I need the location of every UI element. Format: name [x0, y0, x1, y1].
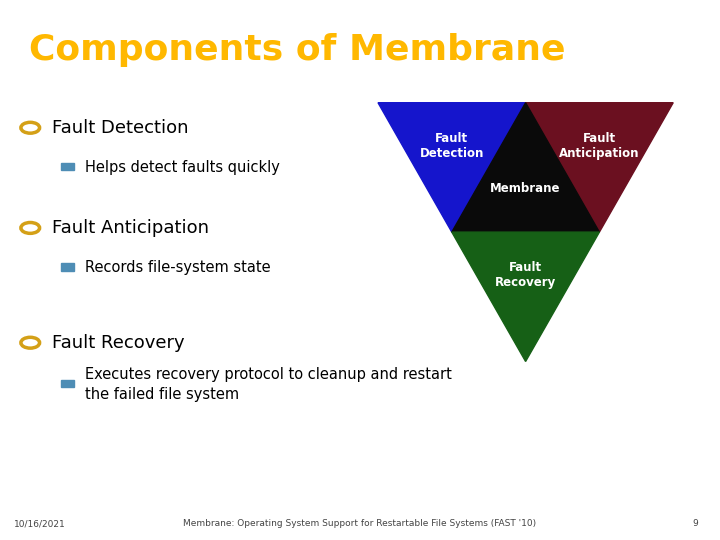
Text: 9: 9	[693, 519, 698, 528]
FancyBboxPatch shape	[61, 380, 74, 387]
Text: Fault
Detection: Fault Detection	[420, 132, 484, 160]
Text: Fault
Recovery: Fault Recovery	[495, 261, 557, 289]
Text: Helps detect faults quickly: Helps detect faults quickly	[85, 160, 280, 175]
FancyBboxPatch shape	[61, 263, 74, 271]
Text: 10/16/2021: 10/16/2021	[14, 519, 66, 528]
Text: Fault Recovery: Fault Recovery	[52, 334, 184, 352]
Polygon shape	[378, 103, 526, 232]
Text: Executes recovery protocol to cleanup and restart
the failed file system: Executes recovery protocol to cleanup an…	[85, 367, 452, 402]
Text: Fault Anticipation: Fault Anticipation	[52, 219, 209, 237]
Text: Membrane: Operating System Support for Restartable File Systems (FAST '10): Membrane: Operating System Support for R…	[184, 519, 536, 528]
Polygon shape	[526, 103, 673, 232]
Polygon shape	[452, 232, 599, 361]
Text: Fault
Anticipation: Fault Anticipation	[559, 132, 639, 160]
Text: Components of Membrane: Components of Membrane	[29, 32, 565, 66]
Text: Fault Detection: Fault Detection	[52, 119, 189, 137]
Polygon shape	[452, 103, 599, 232]
FancyBboxPatch shape	[61, 163, 74, 170]
Text: Membrane: Membrane	[490, 183, 561, 195]
Text: Records file-system state: Records file-system state	[85, 260, 271, 275]
